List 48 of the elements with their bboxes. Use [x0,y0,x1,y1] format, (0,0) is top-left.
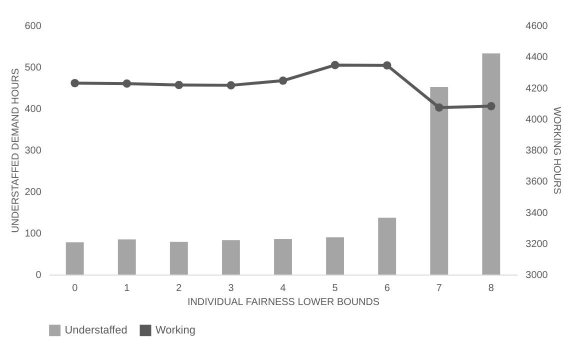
y-tick-label: 500 [24,62,42,74]
point [122,79,132,88]
x-tick-label: 3 [228,283,234,294]
y2-tick-label: 3800 [526,146,548,157]
y-tick-label: 0 [36,270,42,282]
point [330,60,340,70]
y2-tick-label: 3000 [526,270,548,282]
x-tick-label: 5 [332,283,338,294]
y-tick-label: 200 [24,187,42,198]
point [487,102,496,110]
y2-tick-label: 4400 [526,52,548,64]
y-tick-label: 100 [24,228,42,240]
y2-tick-label: 4000 [526,114,548,126]
bar [274,238,292,275]
bar [430,86,448,275]
legend-label: Working [155,324,196,336]
y2-tick-label: 4200 [526,83,548,94]
bar [378,218,396,275]
y-tick-label: 300 [24,146,42,157]
bar [482,53,500,275]
y2-tick-label: 3200 [526,238,548,250]
y2-tick-label: 4600 [526,21,548,32]
x-axis-title: INDIVIDUAL FAIRNESS LOWER BOUNDS [187,297,380,308]
y-tick-label: 400 [24,104,42,116]
point [434,103,444,112]
x-tick-label: 6 [384,283,390,294]
point [382,61,392,70]
x-tick-label: 4 [280,283,286,294]
point [174,80,184,90]
y-tick-label: 600 [24,21,42,32]
bar [326,237,344,275]
x-tick-label: 2 [176,283,182,294]
y-axis-title: UNDERSTAFFED DEMAND HOURS [10,68,22,233]
point [70,78,80,88]
x-tick-label: 7 [436,283,442,294]
bar [170,242,188,275]
bar [118,239,136,275]
point [278,76,288,85]
bar [222,240,240,275]
x-tick-label: 8 [488,283,494,294]
bar [66,242,84,275]
point [226,81,236,90]
y2-tick-label: 3400 [526,208,548,219]
legend-label: Understaffed [64,324,128,336]
y2-axis-title: WORKING HOURS [550,106,562,195]
x-tick-label: 1 [124,283,130,294]
y2-tick-label: 3600 [526,176,548,188]
x-tick-label: 0 [72,283,78,294]
